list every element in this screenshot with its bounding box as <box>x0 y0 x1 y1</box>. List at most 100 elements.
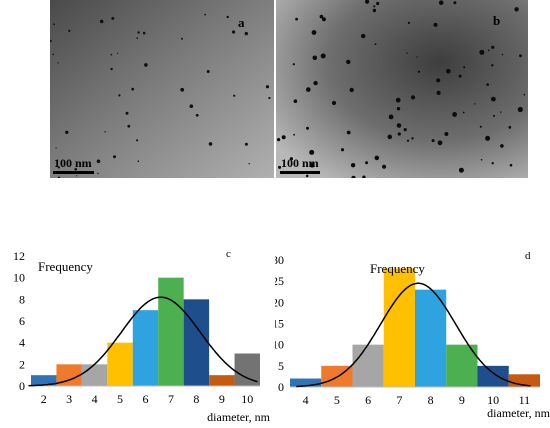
nanoparticle-dot <box>365 161 369 165</box>
y-tick-label: 12 <box>13 249 25 263</box>
nanoparticle-dot <box>500 144 504 148</box>
bar-3 <box>56 364 82 386</box>
nanoparticle-dot <box>519 54 522 58</box>
nanoparticle-dot <box>452 112 457 117</box>
frequency-label: Frequency <box>38 259 93 274</box>
nanoparticle-dot <box>444 132 449 136</box>
nanoparticle-dot <box>118 94 121 97</box>
nanoparticle-dot <box>491 96 496 102</box>
nanoparticle-dot <box>289 157 293 161</box>
nanoparticle-dot <box>52 53 54 56</box>
nanoparticle-dot <box>292 63 295 66</box>
nanoparticle-dot <box>320 53 326 59</box>
nanoparticle-dot <box>374 43 377 46</box>
bar-6 <box>132 310 159 386</box>
nanoparticle-dot <box>403 128 407 132</box>
nanoparticle-dot <box>437 140 443 146</box>
nanoparticle-dot <box>319 14 324 19</box>
nanoparticle-dot <box>111 16 115 20</box>
micrograph-b <box>276 0 528 178</box>
y-tick-label: 10 <box>13 271 25 285</box>
bar-5 <box>107 342 133 386</box>
x-tick-label: 10 <box>241 392 253 406</box>
nanoparticle-dot <box>232 30 236 34</box>
x-tick-label: 3 <box>66 392 72 406</box>
x-tick-label: 4 <box>92 392 98 406</box>
nanoparticle-dot <box>281 135 286 140</box>
nanoparticle-dot <box>113 155 116 159</box>
y-tick-label: 5 <box>278 359 284 373</box>
x-tick-label: 9 <box>219 392 225 406</box>
nanoparticle-dot <box>136 37 138 39</box>
y-tick-label: 20 <box>275 295 284 309</box>
nanoparticle-dot <box>137 160 140 162</box>
scale-bar-label-a: 100 nm <box>54 156 92 170</box>
nanoparticle-dot <box>137 31 140 34</box>
x-tick-label: 6 <box>365 393 371 407</box>
nanoparticle-dot <box>453 1 457 5</box>
nanoparticle-dot <box>417 70 420 73</box>
nanoparticle-dot <box>376 1 380 6</box>
nanoparticle-dot <box>208 142 213 146</box>
y-tick-label: 4 <box>19 336 25 350</box>
bar-8 <box>415 289 447 387</box>
nanoparticle-dot <box>312 55 318 61</box>
x-tick-label: 7 <box>168 392 174 406</box>
y-tick-label: 8 <box>19 292 25 306</box>
x-tick-label: 5 <box>334 393 340 407</box>
bar-4 <box>290 378 322 387</box>
micrograph-b-image <box>276 0 528 178</box>
nanoparticle-dot <box>76 175 78 177</box>
y-tick-label: 15 <box>275 317 284 331</box>
nanoparticle-dot <box>57 176 61 178</box>
nanoparticle-dot <box>523 93 526 96</box>
nanoparticle-dot <box>436 90 441 95</box>
nanoparticle-dot <box>206 70 210 73</box>
nanoparticle-dot <box>487 49 490 52</box>
y-tick-label: 2 <box>19 357 25 371</box>
nanoparticle-dot <box>396 123 402 128</box>
micrograph-a <box>50 0 274 178</box>
bar-7 <box>383 268 415 387</box>
nanoparticle-dot <box>68 29 71 32</box>
nanoparticle-dot <box>349 87 354 93</box>
nanoparticle-dot <box>436 78 441 83</box>
nanoparticle-dot <box>293 99 298 103</box>
nanoparticle-dot <box>331 100 337 106</box>
y-tick-label: 30 <box>275 253 284 267</box>
nanoparticle-dot <box>479 125 482 128</box>
nanoparticle-dot <box>306 87 311 92</box>
nanoparticle-dot <box>131 87 135 91</box>
nanoparticle-dot <box>361 33 366 39</box>
bar-9 <box>209 375 235 386</box>
nanoparticle-dot <box>110 53 113 56</box>
nanoparticle-dot <box>463 66 466 69</box>
nanoparticle-dot <box>295 17 298 21</box>
nanoparticle-dot <box>306 126 309 130</box>
x-tick-label: 8 <box>428 393 434 407</box>
x-axis-label: diameter, nm <box>207 410 270 424</box>
bar-10 <box>477 365 509 387</box>
nanoparticle-dot <box>55 147 57 149</box>
nanoparticle-dot <box>96 159 101 164</box>
nanoparticle-dot <box>248 163 250 165</box>
nanoparticle-dot <box>309 162 315 168</box>
nanoparticle-dot <box>479 49 485 55</box>
nanoparticle-dot <box>127 124 131 128</box>
histogram-c: 0 2 4 6 8 10 12 2 3 4 5 6 7 8 9 10 Frequency c diameter, n… <box>13 248 271 424</box>
nanoparticle-dot <box>309 149 315 155</box>
nanoparticle-dot <box>277 138 281 142</box>
nanoparticle-dot <box>57 166 60 169</box>
nanoparticle-dot <box>53 23 55 26</box>
y-tick-label: 0 <box>19 379 25 393</box>
nanoparticle-dot <box>388 114 394 120</box>
nanoparticle-dot <box>485 135 491 141</box>
nanoparticle-dot <box>372 8 377 13</box>
nanoparticle-dot <box>204 13 207 16</box>
x-tick-label: 2 <box>41 392 47 406</box>
nanoparticle-dot <box>142 31 146 35</box>
nanoparticle-dot <box>373 5 376 8</box>
nanoparticle-dot <box>410 95 416 100</box>
nanoparticle-dot <box>180 87 185 92</box>
nanoparticle-dot <box>181 37 183 40</box>
